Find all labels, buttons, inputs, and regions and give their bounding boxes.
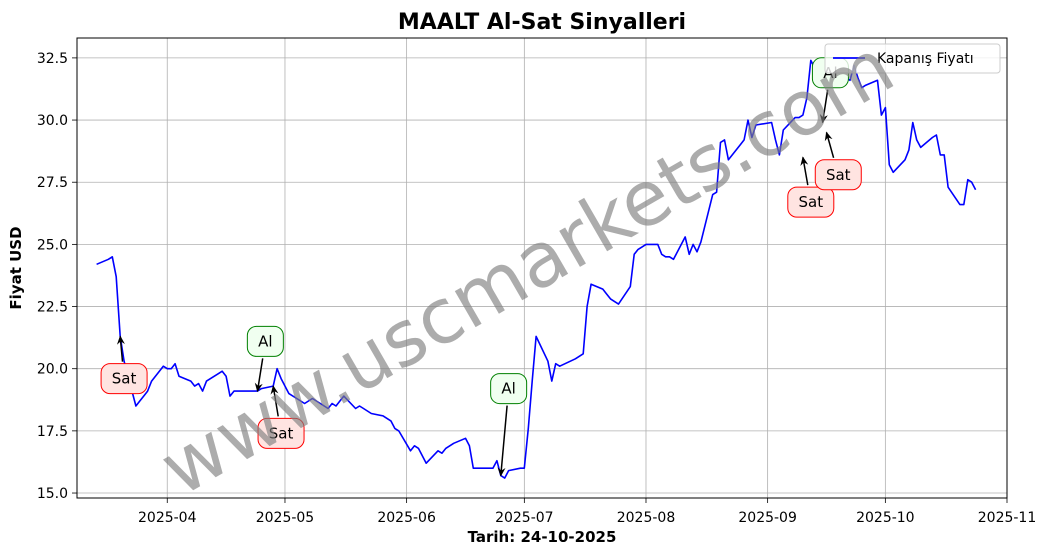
y-tick-label: 15.0 [37, 486, 68, 502]
legend-box [824, 43, 1001, 74]
y-tick-label: 17.5 [37, 424, 68, 440]
sell-signal-label: Sat [269, 424, 294, 442]
y-axis: 15.0 17.5 20.0 22.5 25.0 27.5 30.0 32.5 [37, 51, 77, 502]
y-tick-label: 27.5 [37, 175, 68, 191]
sell-signal-label: Sat [798, 193, 823, 211]
buy-signal-label: Al [501, 380, 515, 398]
buy-signal-label: Al [258, 332, 272, 350]
signal-arrow [800, 156, 809, 186]
x-tick-label: 2025-05 [256, 510, 315, 526]
sell-signal-box [257, 417, 305, 449]
y-tick-label: 20.0 [37, 362, 68, 378]
buy-signal-box [490, 373, 528, 405]
chart-title: MAALT Al-Sat Sinyalleri [398, 10, 686, 35]
x-tick-label: 2025-08 [617, 510, 676, 526]
x-tick-label: 2025-04 [138, 510, 197, 526]
buy-signal-box [246, 325, 284, 357]
signal-arrow [254, 358, 264, 393]
sell-signal-label: Sat [112, 370, 137, 388]
x-tick-label: 2025-06 [377, 510, 436, 526]
y-tick-label: 30.0 [37, 113, 68, 129]
x-tick-label: 2025-07 [495, 510, 554, 526]
x-tick-label: 2025-11 [978, 510, 1037, 526]
signal-arrow [824, 131, 835, 159]
y-tick-label: 32.5 [37, 51, 68, 67]
sell-signal-box [100, 363, 148, 395]
x-axis: 2025-04 2025-05 2025-06 2025-07 2025-08 2025-… [138, 498, 1036, 526]
plot-frame [76, 37, 1008, 499]
signal-arrow [497, 405, 508, 477]
signal-arrow [819, 89, 829, 124]
annotations: SatAlSatAlSatAlSat [100, 57, 862, 477]
signal-arrow [270, 385, 279, 417]
x-tick-label: 2025-09 [738, 510, 797, 526]
sell-signal-label: Sat [826, 166, 851, 184]
sell-signal-box [814, 159, 862, 191]
y-axis-label: Fiyat USD [7, 226, 25, 309]
legend-label: Kapanış Fiyatı [877, 51, 974, 67]
x-axis-label: Tarih: 24-10-2025 [468, 528, 617, 546]
y-tick-label: 25.0 [37, 237, 68, 253]
x-tick-label: 2025-10 [856, 510, 915, 526]
sell-signal-box [787, 186, 835, 218]
legend: Kapanış Fiyatı [824, 43, 1001, 74]
signal-arrow [116, 335, 125, 362]
y-tick-label: 22.5 [37, 300, 68, 316]
